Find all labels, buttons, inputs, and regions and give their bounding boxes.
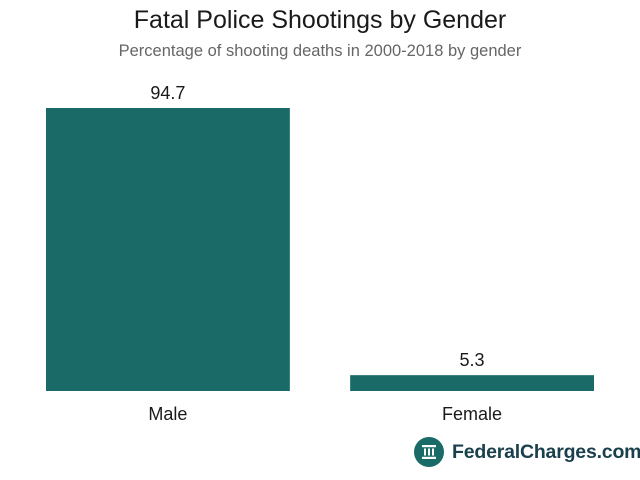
bar-male xyxy=(46,108,290,391)
category-label-female: Female xyxy=(442,404,502,424)
data-label-female: 5.3 xyxy=(460,350,485,370)
chart-title: Fatal Police Shootings by Gender xyxy=(133,6,507,34)
category-label-male: Male xyxy=(148,404,187,424)
courthouse-pillar-icon xyxy=(414,437,444,467)
brand-name: FederalCharges.com xyxy=(452,440,640,463)
brand-logo: FederalCharges.com xyxy=(414,436,640,468)
data-label-male: 94.7 xyxy=(150,83,185,103)
bar-female xyxy=(350,375,594,391)
chart-subtitle: Percentage of shooting deaths in 2000-20… xyxy=(118,42,522,60)
